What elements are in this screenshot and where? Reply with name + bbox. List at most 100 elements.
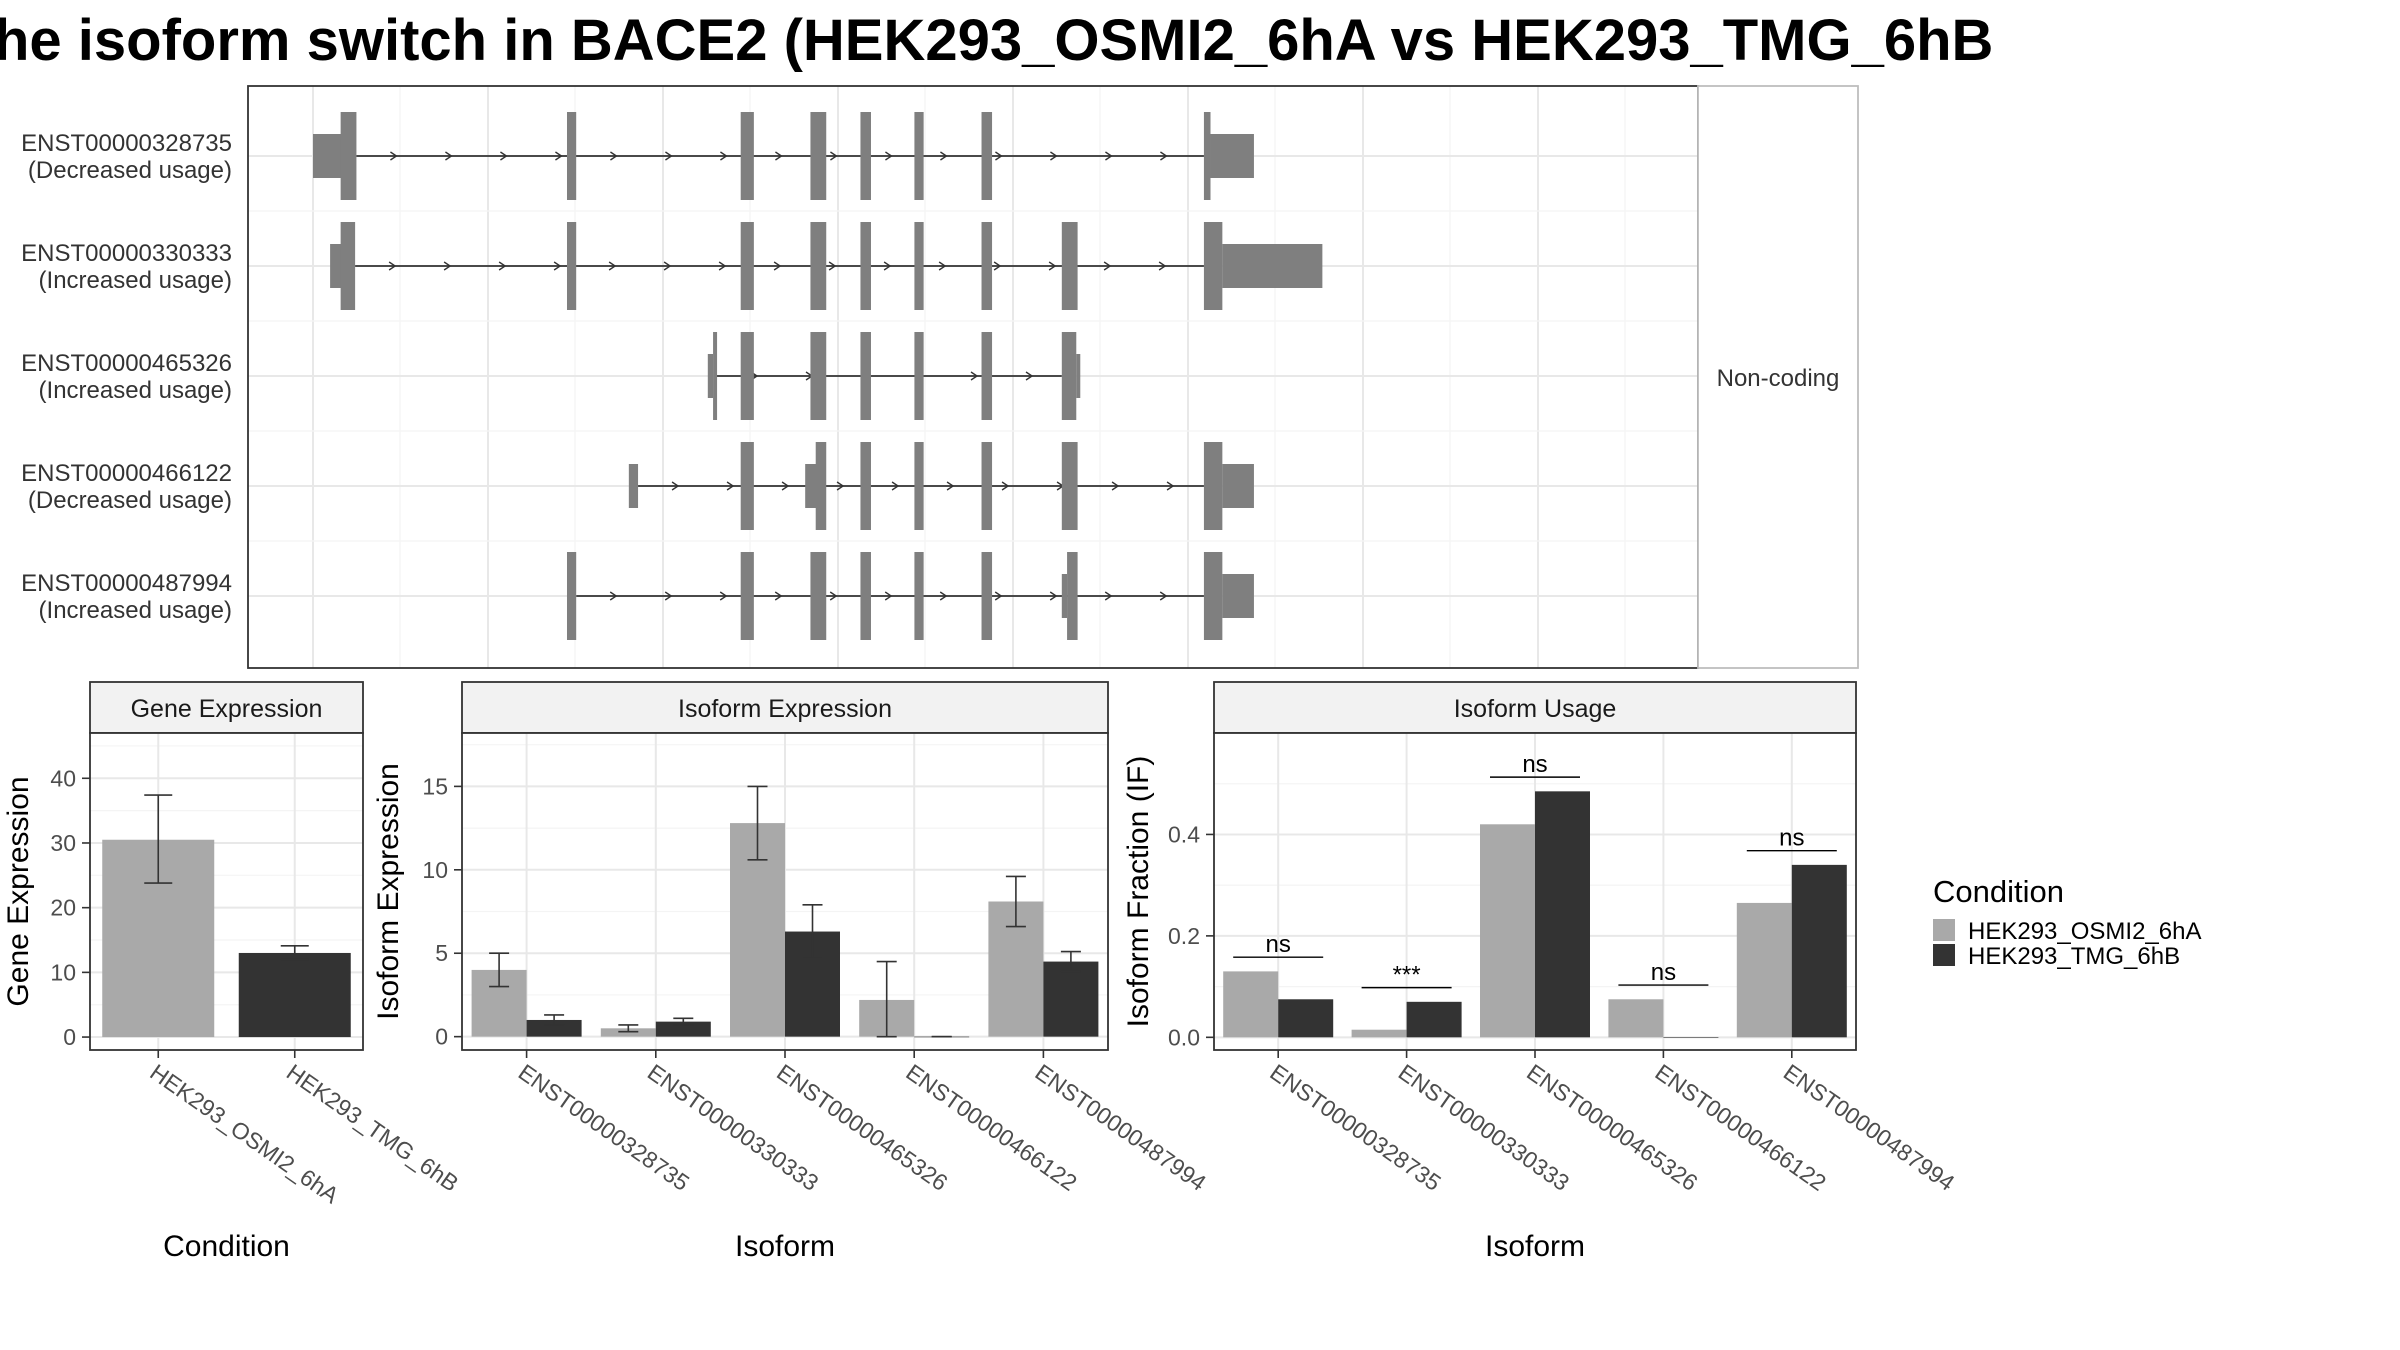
intron-arrow (1159, 591, 1168, 601)
legend-label-osmi2: HEK293_OSMI2_6hA (1968, 918, 2201, 945)
exon-coding (860, 442, 871, 530)
x-axis-title: Condition (163, 1230, 290, 1263)
intron-arrow (775, 151, 783, 161)
exon-coding (860, 222, 871, 310)
exon-coding (1203, 112, 1211, 200)
error-bar-osmi2-2 (747, 785, 768, 861)
exon-coding (810, 552, 827, 640)
legend-label-tmg: HEK293_TMG_6hB (1968, 943, 2180, 970)
intron-arrow (390, 151, 398, 161)
exon-utr (1222, 244, 1323, 288)
transcript-id-label: ENST00000466122 (21, 460, 232, 487)
exon-coding (981, 552, 993, 640)
error-bar-tmg-4 (1060, 950, 1081, 973)
error-bar-tmg-2 (802, 904, 823, 960)
exon-coding (1061, 222, 1078, 310)
intron-arrow (1025, 371, 1034, 381)
bar-tmg-4 (1043, 961, 1099, 1037)
legend-key-tmg (1933, 944, 1955, 966)
intron-arrow (664, 591, 673, 601)
transcript-usage-label: (Increased usage) (39, 597, 232, 624)
exon-coding (981, 112, 993, 200)
bar-osmi2-2 (1480, 824, 1535, 1038)
panel-frame (89, 732, 364, 1051)
exon-coding (740, 112, 754, 200)
figure-title: he isoform switch in BACE2 (HEK293_OSMI2… (0, 8, 1993, 73)
intron-arrow (1105, 151, 1113, 161)
exon-utr (805, 464, 818, 508)
significance-label-0: ns (1266, 931, 1291, 958)
x-axis-title: Isoform (1485, 1230, 1585, 1263)
intron-arrow (719, 591, 728, 601)
bar-tmg-0 (526, 1019, 582, 1037)
transcript-id-label: ENST00000328735 (21, 130, 232, 157)
transcript-track-3 (628, 442, 1254, 530)
exon-coding (914, 332, 924, 420)
transcript-track-0 (313, 112, 1254, 200)
intron-arrow (995, 151, 1003, 161)
exon-coding (981, 222, 993, 310)
intron-arrow (939, 591, 948, 601)
significance-label-2: ns (1522, 751, 1547, 778)
exon-coding (914, 552, 924, 640)
exon-utr (330, 244, 342, 288)
exon-coding (860, 112, 871, 200)
legend-title: Condition (1933, 874, 2064, 909)
exon-coding (566, 222, 577, 310)
exon-coding (713, 332, 718, 420)
intron-arrow (498, 261, 507, 271)
panel-isoform-usage: Isoform Usagens***nsnsns0.00.20.4ENST000… (1122, 681, 1960, 1263)
intron-arrow (994, 591, 1003, 601)
exon-coding (810, 222, 827, 310)
error-bar-osmi2-3 (876, 960, 897, 1038)
transcript-id-label: ENST00000330333 (21, 240, 232, 267)
intron-arrow (774, 591, 783, 601)
y-tick-label: 10 (50, 959, 76, 985)
exon-utr (1210, 134, 1254, 178)
exon-coding (914, 442, 924, 530)
exon-coding (1061, 442, 1078, 530)
transcript-id-label: ENST00000465326 (21, 350, 232, 377)
exon-coding (810, 332, 827, 420)
panel-strip-label: Isoform Usage (1454, 695, 1617, 723)
intron-arrow (836, 481, 845, 491)
intron-arrow (671, 481, 680, 491)
exon-utr (1222, 464, 1254, 508)
exon-coding (914, 222, 924, 310)
transcript-panel: Non-coding ENST00000328735(Decreased usa… (21, 85, 1859, 669)
x-axis-title: Isoform (735, 1230, 835, 1263)
intron-arrow (828, 261, 837, 271)
intron-arrow (946, 481, 955, 491)
intron-arrow (773, 261, 782, 271)
exon-coding (815, 442, 827, 530)
exon-coding (981, 442, 993, 530)
exon-coding (740, 222, 754, 310)
legend: Condition HEK293_OSMI2_6hA HEK293_TMG_6h… (1933, 874, 2201, 970)
transcript-usage-label: (Increased usage) (39, 377, 232, 404)
bar-tmg-4 (1791, 864, 1847, 1038)
exon-coding (1067, 552, 1078, 640)
panel-strip-label: Isoform Expression (678, 695, 892, 723)
intron-arrow (883, 261, 892, 271)
error-bar-tmg-1 (673, 1017, 694, 1026)
intron-arrow (720, 151, 728, 161)
error-bar-osmi2-0 (489, 952, 510, 988)
y-axis-title: Isoform Fraction (IF) (1122, 756, 1155, 1028)
intron-arrow (1049, 591, 1058, 601)
intron-arrow (1158, 261, 1167, 271)
panel-strip (461, 681, 1109, 734)
intron-arrow (1166, 481, 1175, 491)
transcript-id-label: ENST00000487994 (21, 570, 232, 597)
intron-arrow (1103, 261, 1112, 271)
bar-osmi2-4 (1736, 902, 1792, 1038)
exon-coding (914, 112, 924, 200)
bar-tmg-1 (1406, 1001, 1462, 1038)
bar-tmg-1 (655, 1021, 711, 1037)
exon-coding (740, 552, 754, 640)
exon-coding (340, 112, 357, 200)
exon-coding (860, 332, 871, 420)
intron-arrow (885, 151, 893, 161)
exon-coding (566, 552, 577, 640)
transcript-track-4 (566, 552, 1254, 640)
